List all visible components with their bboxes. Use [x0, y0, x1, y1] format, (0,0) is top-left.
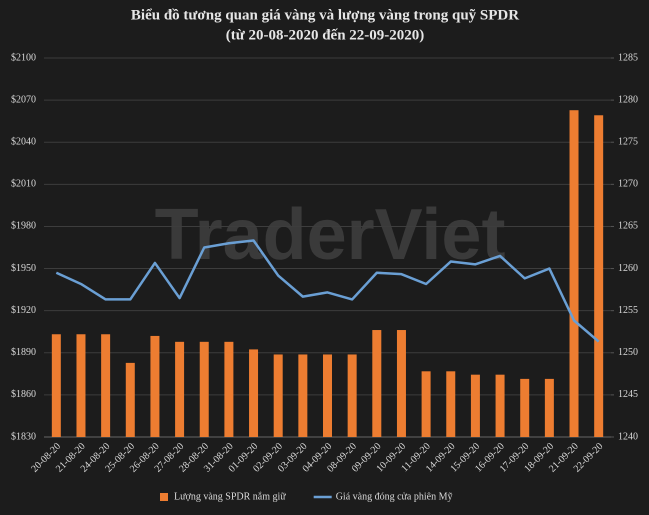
y2-tick-label: 1265 [618, 221, 638, 232]
y2-tick-label: 1240 [618, 431, 638, 442]
bar [273, 354, 283, 437]
y-tick-label: $1860 [11, 389, 36, 400]
line [55, 239, 600, 343]
bar [125, 362, 135, 437]
bar [495, 374, 505, 437]
y2-tick-label: 1280 [618, 94, 638, 105]
bar [396, 330, 406, 437]
bar [544, 378, 554, 437]
y2-tick-label: 1260 [618, 263, 638, 274]
bar [224, 341, 234, 437]
y-tick-label: $1890 [11, 347, 36, 358]
y-tick-label: $2070 [11, 94, 36, 105]
legend-label: Giá vàng đóng cửa phiên Mỹ [336, 491, 453, 502]
bar [199, 341, 209, 437]
bar [101, 334, 111, 437]
bar [323, 354, 332, 437]
y-tick-label: $1980 [11, 221, 36, 232]
bar [569, 110, 579, 438]
y-tick-label: $1830 [11, 431, 36, 442]
bar [421, 371, 431, 437]
bar [76, 334, 86, 437]
y2-tick-label: 1245 [618, 389, 638, 400]
y-tick-label: $2010 [11, 179, 36, 190]
bar [51, 334, 61, 437]
y2-tick-label: 1255 [618, 305, 638, 316]
bar [520, 378, 530, 437]
bar [594, 115, 604, 437]
chart-title: Biểu đồ tương quan giá vàng và lượng vàn… [131, 7, 519, 23]
bar [298, 354, 308, 437]
bar [372, 330, 382, 437]
y-tick-label: $1950 [11, 263, 36, 274]
bar [470, 374, 480, 437]
y-tick-label: $2100 [11, 52, 36, 63]
bar [175, 341, 185, 437]
y2-tick-label: 1250 [618, 347, 638, 358]
y-tick-label: $2040 [11, 137, 36, 148]
chart-subtitle: (từ 20-08-2020 đến 22-09-2020) [226, 27, 425, 43]
legend-label: Lượng vàng SPDR nắm giữ [174, 491, 286, 502]
y2-tick-label: 1270 [618, 179, 638, 190]
bar [150, 335, 160, 437]
y-tick-label: $1920 [11, 305, 36, 316]
y2-tick-label: 1275 [618, 137, 638, 148]
watermark: TraderViet [155, 195, 506, 275]
bar [446, 371, 456, 437]
y2-tick-label: 1285 [618, 52, 638, 63]
bar [249, 349, 259, 437]
bar [347, 354, 357, 437]
legend-swatch [160, 493, 168, 501]
